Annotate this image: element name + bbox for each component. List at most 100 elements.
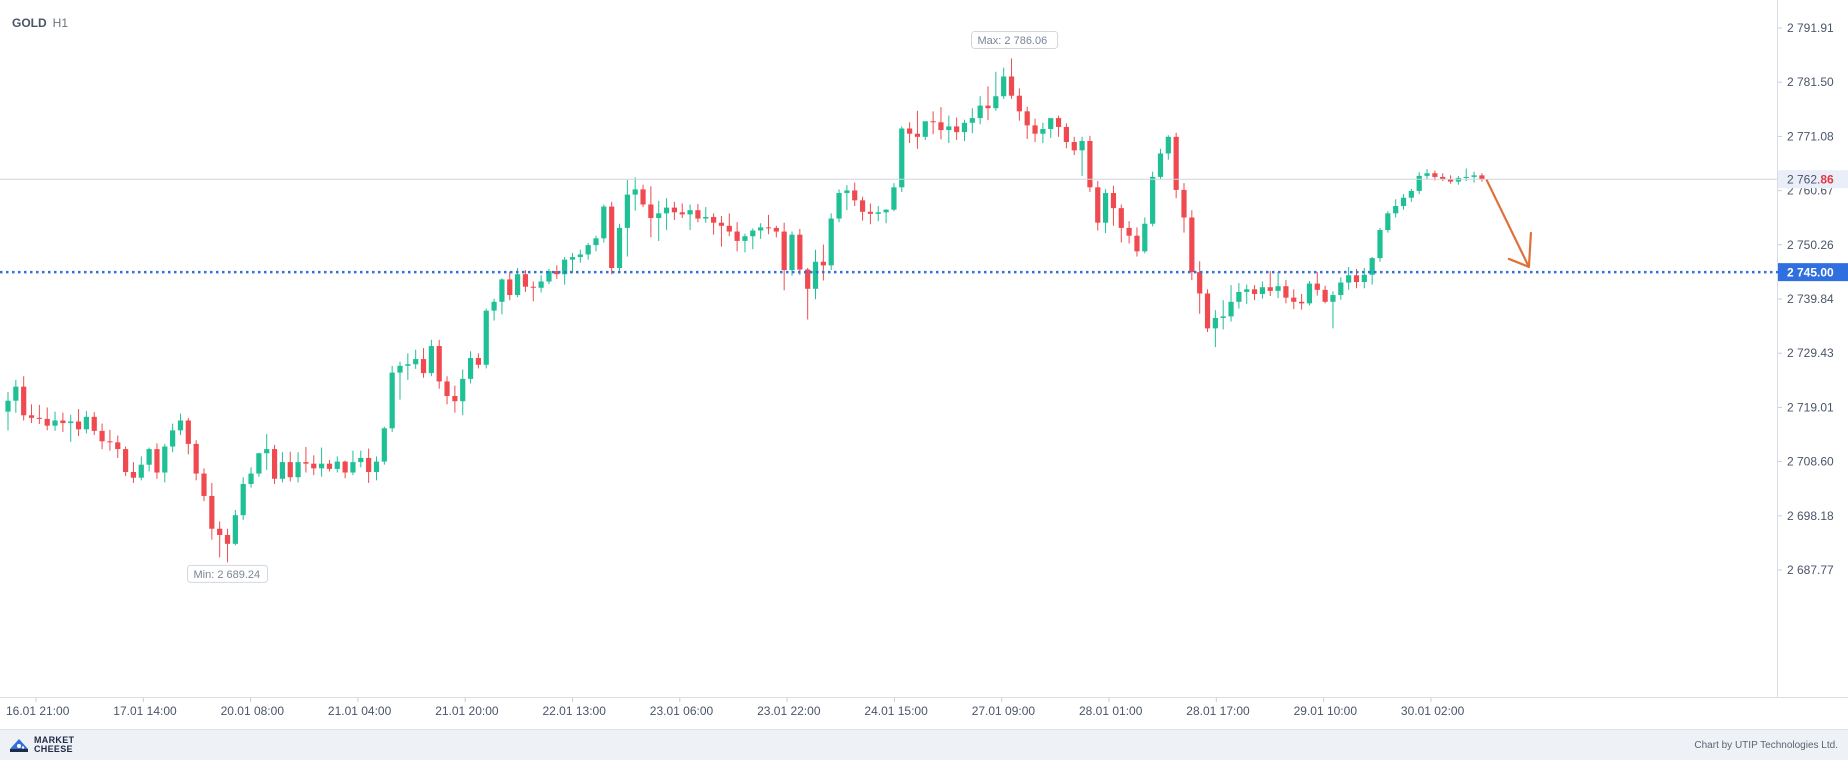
candle-body bbox=[624, 194, 630, 228]
y-tick-label: 2 729.43 bbox=[1787, 346, 1834, 360]
timeframe-label[interactable]: H1 bbox=[52, 16, 69, 30]
candle-body bbox=[1228, 301, 1234, 317]
candle-body bbox=[1071, 142, 1077, 151]
current-price-tail: 86 bbox=[1820, 173, 1834, 187]
candle-body bbox=[1087, 140, 1093, 188]
candle-body bbox=[467, 358, 474, 379]
candle-body bbox=[1424, 173, 1430, 176]
candle-body bbox=[758, 227, 764, 231]
candle-body bbox=[366, 457, 372, 472]
candle-body bbox=[562, 259, 568, 275]
candle-body bbox=[1095, 187, 1101, 223]
candle-body bbox=[1173, 136, 1179, 190]
candle-body bbox=[1236, 291, 1242, 302]
candle-body bbox=[271, 449, 278, 479]
candle-body bbox=[1463, 176, 1469, 178]
candle-body bbox=[1416, 175, 1422, 191]
y-tick-label: 2 791.91 bbox=[1787, 21, 1834, 35]
candle-body bbox=[1212, 317, 1218, 329]
candle-body bbox=[287, 462, 293, 478]
candle-body bbox=[264, 449, 270, 454]
candle-body bbox=[1055, 118, 1062, 127]
candle-body bbox=[68, 421, 74, 424]
candle-body bbox=[679, 212, 685, 215]
candle-body bbox=[452, 396, 458, 402]
candle-body bbox=[36, 417, 42, 419]
candle-body bbox=[1134, 235, 1140, 252]
y-tick-label: 2 708.60 bbox=[1787, 455, 1834, 469]
candle-body bbox=[852, 190, 858, 201]
candle-body bbox=[899, 128, 905, 188]
candle-body bbox=[515, 274, 521, 296]
candle-body bbox=[1259, 287, 1265, 295]
candle-body bbox=[946, 126, 952, 131]
current-price-label: 2 762.86 bbox=[1787, 173, 1834, 187]
candle-body bbox=[805, 269, 811, 289]
logo-line-1: MARKET bbox=[34, 735, 75, 745]
level-price-label: 2 745.00 bbox=[1787, 266, 1834, 280]
candle-body bbox=[750, 230, 756, 237]
candle-body bbox=[648, 204, 654, 219]
candle-body bbox=[1040, 129, 1046, 134]
candle-body bbox=[1479, 175, 1485, 180]
candle-body bbox=[734, 231, 740, 241]
max-marker-label: Max: 2 786.06 bbox=[978, 35, 1048, 47]
candle-body bbox=[1377, 229, 1383, 259]
candle-body bbox=[1432, 173, 1438, 177]
candle-body bbox=[1079, 140, 1085, 151]
candle-body bbox=[820, 261, 826, 266]
candle-body bbox=[217, 528, 223, 535]
max-marker-box bbox=[971, 30, 1059, 49]
candle-body bbox=[326, 463, 333, 469]
candle-body bbox=[52, 420, 58, 426]
overlays-layer: 2 745.00 2 762.86 Max: 2 786.06 Min: 2 689.… bbox=[0, 30, 1848, 583]
min-marker-box bbox=[187, 564, 269, 583]
candle-body bbox=[726, 225, 732, 232]
candle-body bbox=[656, 213, 662, 219]
candle-body bbox=[1353, 275, 1360, 283]
current-price-main: 2 762. bbox=[1787, 173, 1820, 187]
candle-body bbox=[695, 210, 701, 219]
candle-body bbox=[1330, 295, 1336, 302]
y-axis: 2 791.912 781.502 771.082 760.672 750.26… bbox=[1778, 21, 1834, 577]
candle-body bbox=[1063, 126, 1069, 143]
candle-body bbox=[985, 105, 991, 109]
candle-body bbox=[1048, 118, 1054, 130]
candle-body bbox=[21, 386, 27, 416]
candle-body bbox=[859, 200, 866, 212]
candle-body bbox=[138, 464, 144, 478]
x-tick-label: 29.01 10:00 bbox=[1294, 704, 1358, 718]
candle-body bbox=[1244, 289, 1250, 292]
y-tick-label: 2 781.50 bbox=[1787, 75, 1834, 89]
candle-body bbox=[703, 216, 709, 219]
candle-body bbox=[1471, 175, 1477, 177]
candle-body bbox=[201, 473, 207, 496]
x-tick-label: 28.01 01:00 bbox=[1079, 704, 1143, 718]
candle-body bbox=[311, 463, 317, 469]
candle-body bbox=[1275, 286, 1281, 291]
candlestick-chart[interactable]: 2 791.912 781.502 771.082 760.672 750.26… bbox=[0, 0, 1848, 729]
chart-credit[interactable]: Chart by UTIP Technologies Ltd. bbox=[1694, 740, 1838, 751]
candle-body bbox=[420, 359, 427, 374]
x-tick-label: 20.01 08:00 bbox=[221, 704, 285, 718]
candle-body bbox=[1165, 136, 1171, 154]
candle-body bbox=[993, 96, 999, 109]
candle-body bbox=[546, 271, 552, 282]
instrument-symbol: GOLD bbox=[12, 16, 47, 30]
candle-body bbox=[428, 346, 434, 374]
candle-body bbox=[248, 473, 254, 484]
candle-body bbox=[616, 227, 623, 268]
candle-body bbox=[1361, 274, 1367, 283]
logo-line-2: CHEESE bbox=[34, 744, 73, 754]
candle-body bbox=[1306, 283, 1313, 304]
candle-body bbox=[185, 420, 191, 444]
candle-body bbox=[91, 416, 97, 431]
candle-body bbox=[867, 211, 873, 214]
candle-body bbox=[483, 310, 489, 365]
candles-layer bbox=[5, 58, 1485, 563]
market-cheese-logo[interactable]: MARKET CHEESE bbox=[8, 735, 74, 755]
candle-body bbox=[83, 416, 89, 430]
current-price-badge bbox=[1778, 170, 1848, 189]
candle-body bbox=[303, 462, 309, 464]
candle-body bbox=[554, 271, 560, 275]
